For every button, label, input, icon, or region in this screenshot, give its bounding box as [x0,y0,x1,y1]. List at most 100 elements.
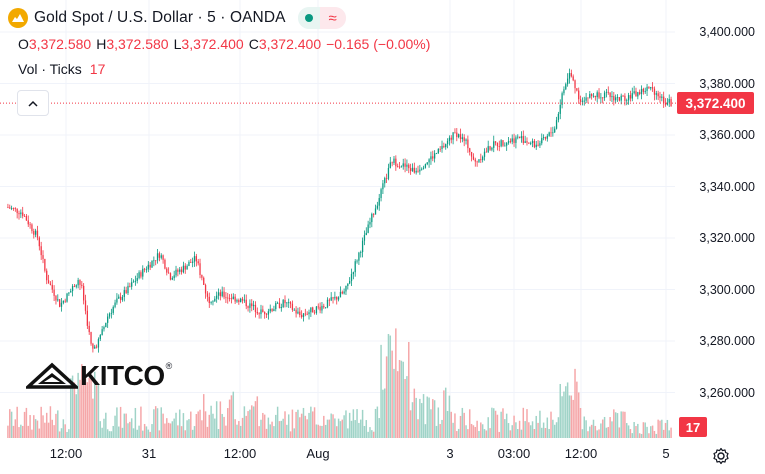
volume-bar [263,414,266,438]
volume-bar [417,419,419,438]
volume-bar [121,427,124,438]
volume-bar [550,411,552,438]
volume-bar [443,390,445,438]
volume-bar [101,427,103,438]
candle-body [631,93,633,99]
candle-body [517,136,519,138]
candle-body [83,285,85,301]
volume-bar [33,415,35,438]
volume-bar [142,430,144,438]
candle-body [552,132,554,134]
candle-body [155,260,157,262]
volume-bar [29,415,31,438]
volume-bar [635,426,637,438]
candle-body [400,166,403,168]
gear-icon[interactable] [712,447,730,470]
volume-bar [548,428,550,438]
candle-body [127,285,129,294]
volume-bar [653,430,656,438]
volume-bar [140,406,142,438]
candle-body [421,168,423,170]
volume-bar [415,397,417,438]
candle-body [561,93,563,105]
volume-bar [149,431,151,438]
volume-bar [478,431,480,438]
volume-bar [644,422,646,438]
volume-bar [563,391,565,438]
price-tick-label: 3,260.000 [699,385,755,400]
candle-body [44,258,46,271]
candle-body [581,100,584,102]
candle-body [352,272,355,275]
volume-bar [537,422,539,438]
volume-bar [650,426,652,438]
volume-bar [568,395,571,438]
candle-body [566,78,569,85]
candle-body [29,224,31,226]
candle-body [23,215,26,217]
candle-body [57,299,59,301]
candle-body [360,252,362,253]
volume-bar [600,423,602,438]
candle-body [415,170,417,173]
price-tick-label: 3,340.000 [699,179,755,194]
collapse-legend-button[interactable] [17,90,49,116]
volume-bar [605,427,608,438]
volume-bar [300,413,303,438]
volume-bar [243,406,246,438]
candle-body [175,269,177,276]
volume-bar [520,429,523,438]
status-pill[interactable]: ≈ [297,7,346,29]
candle-body [143,268,146,270]
candle-body [145,269,148,271]
candle-body [470,152,473,157]
candle-body [437,148,439,154]
time-tick-label: 31 [141,446,157,461]
candle-body [578,90,580,100]
volume-bar [515,422,517,438]
volume-bar [278,421,281,438]
candle-body [585,97,587,101]
candle-body [112,306,114,313]
candle-body [343,291,345,294]
kitco-wordmark: KITCO [80,360,165,391]
volume-bar [504,419,506,438]
candle-body [531,140,534,143]
candle-body [397,166,399,168]
volume-bar [77,372,79,438]
volume-bar [68,429,70,438]
candle-body [668,99,670,103]
volume-bar [467,429,469,438]
candle-body [193,256,196,262]
volume-bar [202,394,205,438]
volume-bar [409,410,412,438]
volume-bar [454,413,456,438]
candle-body [114,302,116,307]
volume-bar [210,405,212,438]
candle-body [639,92,641,95]
candle-body [513,138,515,143]
candle-body [47,280,50,284]
candle-body [413,167,415,173]
volume-bar [524,421,526,438]
candle-body [579,99,582,102]
volume-bar [493,408,495,438]
symbol-title[interactable]: Gold Spot / U.S. Dollar · 5 · OANDA [34,9,286,26]
candle-body [260,309,262,315]
volume-bar [256,396,259,438]
candle-body [542,137,545,139]
candle-body [286,302,288,304]
candle-body [177,269,179,272]
volume-bar [186,420,188,438]
volume-bar [221,413,223,438]
volume-bar [393,368,395,438]
candle-body [450,137,452,140]
candle-body [232,296,234,300]
candle-body [153,260,155,262]
candle-body [465,139,467,141]
chart-header: Gold Spot / U.S. Dollar · 5 · OANDA ≈ [8,6,346,30]
candle-body [367,224,369,233]
candle-body [323,305,325,308]
volume-bar [239,425,242,438]
